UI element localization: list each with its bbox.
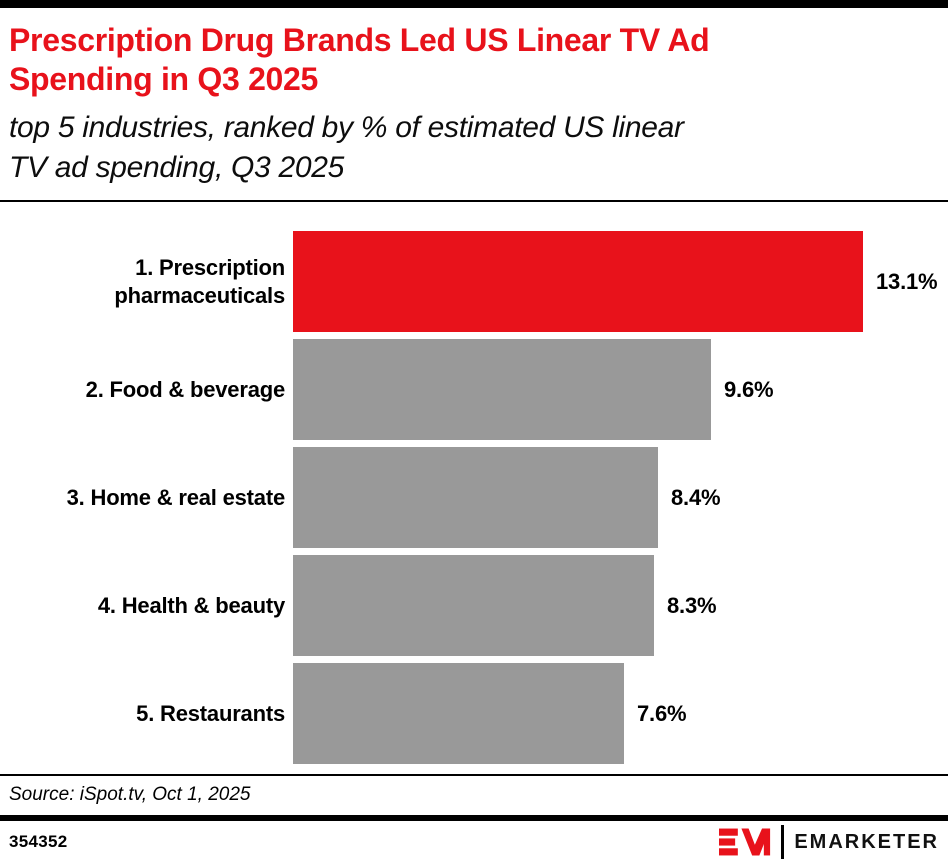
chart-row: 1. Prescription pharmaceuticals 13.1%: [9, 231, 939, 332]
logo-divider: [781, 825, 785, 859]
top-black-bar: [0, 0, 948, 8]
bar-track: 8.4%: [293, 447, 939, 548]
category-label: 5. Restaurants: [136, 700, 285, 726]
chart-row: 4. Health & beauty 8.3%: [9, 555, 939, 656]
chart-id: 354352: [9, 832, 68, 851]
bar-track: 8.3%: [293, 555, 939, 656]
bar: [293, 555, 654, 656]
header: Prescription Drug Brands Led US Linear T…: [0, 21, 948, 188]
page-title: Prescription Drug Brands Led US Linear T…: [9, 21, 939, 99]
category-label: 2. Food & beverage: [85, 376, 286, 402]
bar-chart: 1. Prescription pharmaceuticals 13.1% 2. F…: [0, 231, 948, 764]
bar: [293, 447, 658, 548]
page-title-line-2: Spending in Q3 2025: [9, 61, 319, 97]
bar-track: 7.6%: [293, 663, 939, 764]
emarketer-wordmark: EMARKETER: [794, 830, 939, 853]
value-label: 7.6%: [637, 700, 687, 726]
bar: [293, 663, 624, 764]
footer: 354352 EMARKETER: [0, 821, 948, 863]
header-divider-line: [0, 200, 948, 202]
chart-row: 2. Food & beverage 9.6%: [9, 339, 939, 440]
bar-track: 13.1%: [293, 231, 939, 332]
value-label: 9.6%: [724, 376, 774, 402]
page-subtitle-line-1: top 5 industries, ranked by % of estimat…: [9, 111, 684, 144]
footer-divider-line: [0, 815, 948, 821]
emarketer-logo: EMARKETER: [719, 825, 939, 859]
page-title-line-1: Prescription Drug Brands Led US Linear T…: [9, 22, 710, 58]
value-label: 8.4%: [671, 484, 721, 510]
source-divider-line: [0, 774, 948, 776]
category-label: 3. Home & real estate: [66, 484, 286, 510]
category-label: 1. Prescription pharmaceuticals: [114, 255, 285, 308]
source-note: Source: iSpot.tv, Oct 1, 2025: [9, 784, 251, 805]
page-subtitle-line-2: TV ad spending, Q3 2025: [9, 151, 345, 184]
chart-row: 5. Restaurants 7.6%: [9, 663, 939, 764]
page-subtitle: top 5 industries, ranked by % of estimat…: [9, 108, 939, 188]
chart-row: 3. Home & real estate 8.4%: [9, 447, 939, 548]
bar: [293, 339, 711, 440]
bar-track: 9.6%: [293, 339, 939, 440]
category-label: 4. Health & beauty: [97, 592, 285, 618]
emarketer-logo-mark-icon: [719, 828, 771, 856]
value-label: 13.1%: [876, 268, 938, 294]
bar: [293, 231, 863, 332]
value-label: 8.3%: [667, 592, 717, 618]
